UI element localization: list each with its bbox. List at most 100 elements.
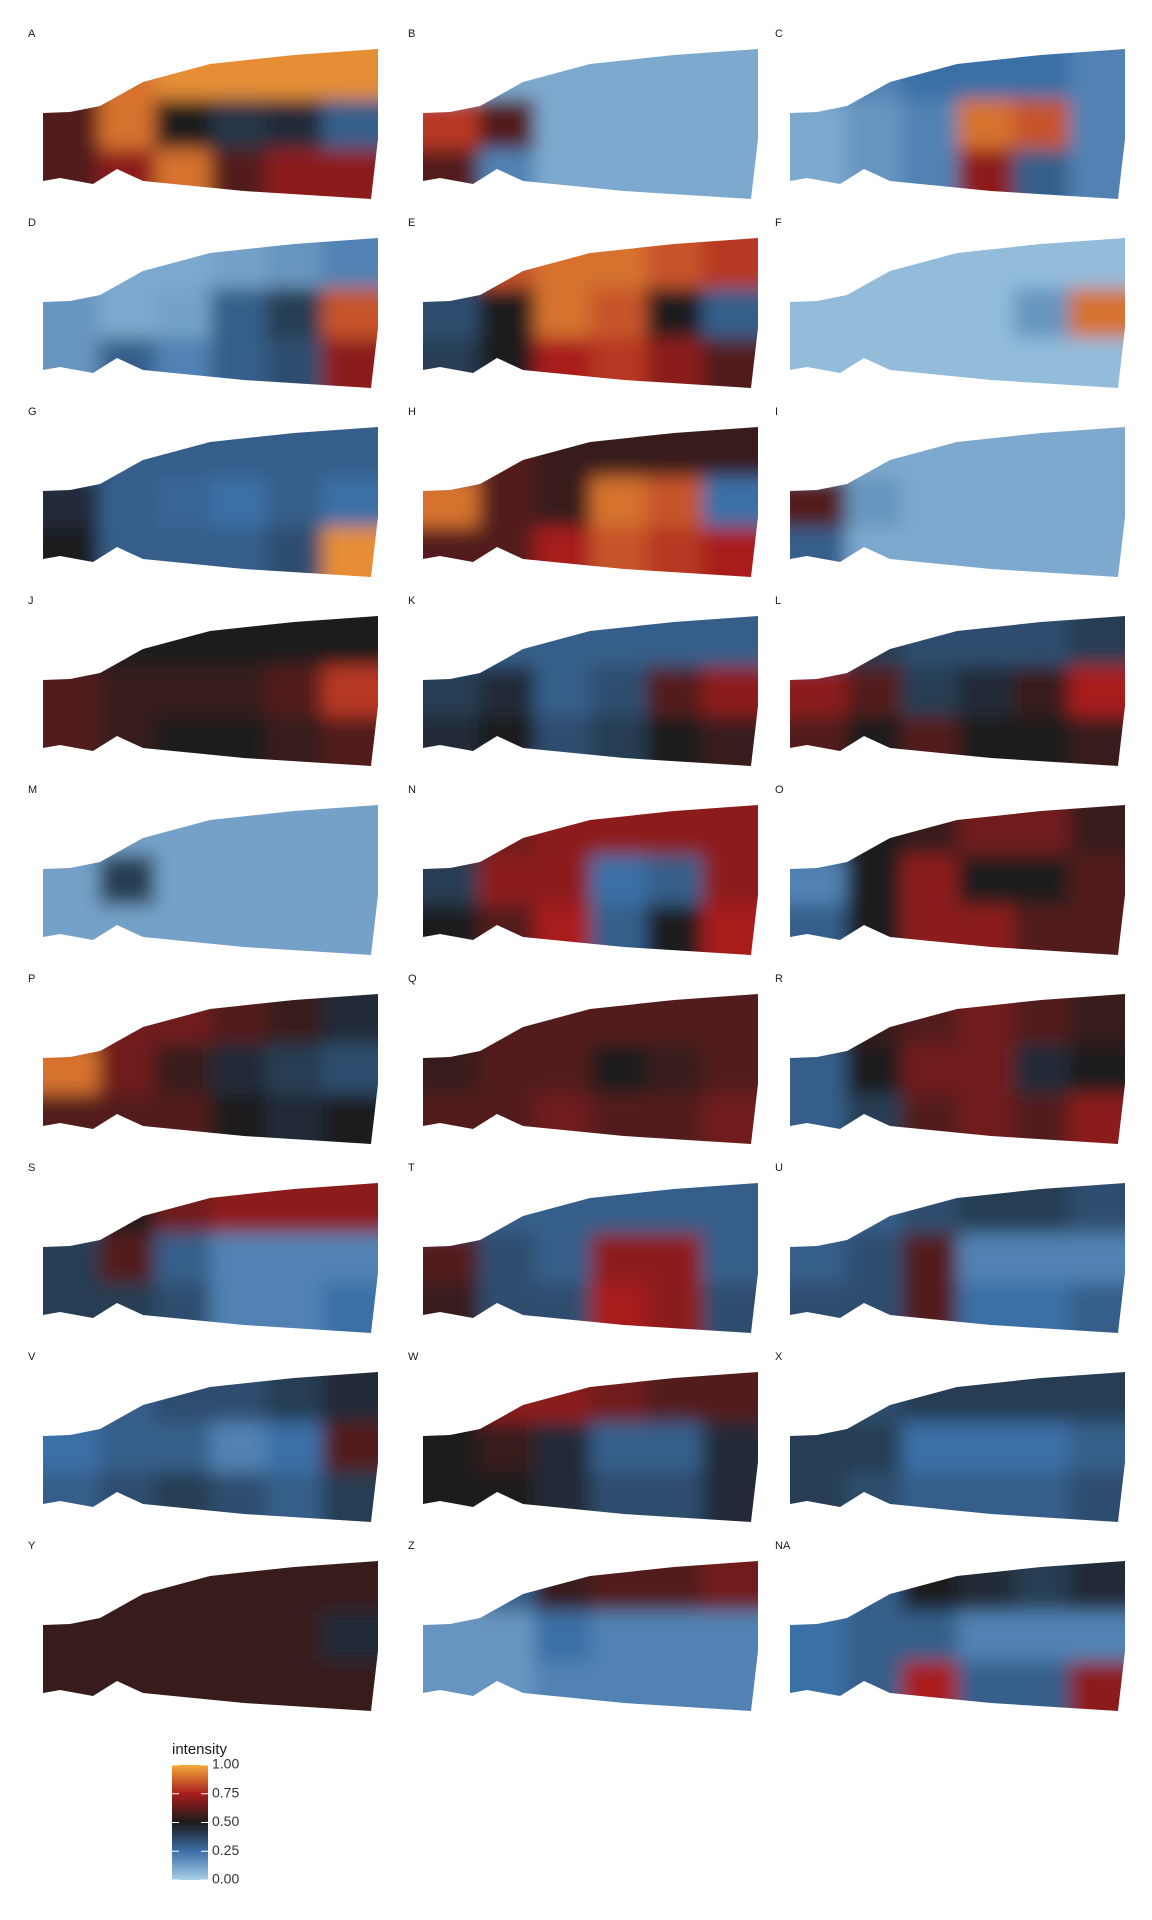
intensity-cell	[322, 716, 378, 766]
panel	[423, 1561, 758, 1711]
intensity-cell	[590, 1472, 648, 1522]
intensity-cell	[646, 994, 704, 1045]
intensity-cell	[646, 1472, 704, 1522]
intensity-cell	[702, 716, 758, 766]
intensity-cell	[98, 1372, 156, 1423]
intensity-cell	[845, 666, 903, 717]
intensity-cell	[210, 477, 268, 528]
intensity-cell	[478, 994, 536, 1045]
intensity-cell	[478, 805, 536, 856]
intensity-cell	[154, 1044, 212, 1095]
intensity-cell	[1013, 288, 1071, 339]
panel	[423, 616, 758, 766]
panel-label: P	[28, 973, 35, 985]
intensity-cell	[646, 805, 704, 856]
intensity-cell	[478, 1472, 536, 1522]
intensity-cell	[534, 855, 592, 906]
intensity-cell	[534, 149, 592, 199]
intensity-cell	[901, 1422, 959, 1473]
intensity-cell	[154, 716, 212, 766]
intensity-cell	[1013, 1044, 1071, 1095]
intensity-cell	[790, 477, 847, 528]
intensity-cell	[266, 427, 324, 478]
intensity-cell	[646, 288, 704, 339]
intensity-cell	[534, 994, 592, 1045]
intensity-cell	[98, 666, 156, 717]
intensity-cell	[790, 616, 847, 667]
intensity-cell	[98, 477, 156, 528]
intensity-cell	[1013, 1661, 1071, 1711]
intensity-cell	[1013, 1561, 1071, 1612]
intensity-cell	[478, 905, 536, 955]
intensity-cell	[1069, 1372, 1125, 1423]
panel-label: F	[775, 217, 782, 229]
intensity-cell	[957, 666, 1015, 717]
intensity-cell	[266, 666, 324, 717]
intensity-cell	[646, 99, 704, 150]
intensity-cell	[790, 716, 847, 766]
intensity-cell	[1069, 527, 1125, 577]
intensity-cell	[423, 1661, 480, 1711]
intensity-cell	[43, 1233, 100, 1284]
intensity-cell	[1013, 49, 1071, 100]
panel-label: Q	[408, 973, 417, 985]
intensity-cell	[590, 716, 648, 766]
intensity-cell	[210, 1472, 268, 1522]
intensity-cell	[210, 1422, 268, 1473]
intensity-cell	[266, 238, 324, 289]
intensity-cell	[957, 427, 1015, 478]
intensity-cell	[98, 1044, 156, 1095]
intensity-cell	[322, 1472, 378, 1522]
intensity-cell	[646, 338, 704, 388]
panel-label: J	[28, 595, 34, 607]
intensity-cell	[702, 855, 758, 906]
intensity-cell	[478, 338, 536, 388]
intensity-cell	[1069, 1422, 1125, 1473]
intensity-cell	[322, 288, 378, 339]
intensity-cell	[702, 49, 758, 100]
intensity-cell	[901, 49, 959, 100]
intensity-cell	[957, 616, 1015, 667]
panel-label: E	[408, 217, 415, 229]
intensity-cell	[478, 1283, 536, 1333]
intensity-cell	[210, 1094, 268, 1144]
panel	[423, 1372, 758, 1522]
intensity-cell	[901, 527, 959, 577]
intensity-cell	[266, 1183, 324, 1234]
intensity-cell	[98, 1094, 156, 1144]
intensity-cell	[957, 49, 1015, 100]
intensity-cell	[957, 238, 1015, 289]
intensity-cell	[702, 427, 758, 478]
intensity-cell	[845, 994, 903, 1045]
intensity-cell	[266, 149, 324, 199]
intensity-cell	[901, 666, 959, 717]
intensity-cell	[534, 1372, 592, 1423]
intensity-cell	[478, 616, 536, 667]
intensity-cell	[790, 1611, 847, 1662]
intensity-cell	[43, 905, 100, 955]
intensity-cell	[478, 666, 536, 717]
legend-label: 1.00	[212, 1756, 239, 1772]
intensity-cell	[423, 288, 480, 339]
intensity-cell	[702, 1661, 758, 1711]
intensity-cell	[322, 1283, 378, 1333]
panel-label: R	[775, 973, 783, 985]
panel	[43, 49, 378, 199]
panel-label: G	[28, 406, 37, 418]
intensity-cell	[590, 338, 648, 388]
intensity-cell	[322, 477, 378, 528]
intensity-cell	[901, 905, 959, 955]
intensity-cell	[845, 805, 903, 856]
intensity-cell	[957, 1561, 1015, 1612]
intensity-cell	[646, 716, 704, 766]
intensity-cell	[210, 666, 268, 717]
intensity-cell	[43, 716, 100, 766]
intensity-cell	[702, 288, 758, 339]
intensity-cell	[423, 1233, 480, 1284]
intensity-cell	[1069, 994, 1125, 1045]
intensity-cell	[646, 1422, 704, 1473]
panel-label: S	[28, 1162, 35, 1174]
intensity-cell	[478, 1561, 536, 1612]
intensity-cell	[322, 1661, 378, 1711]
